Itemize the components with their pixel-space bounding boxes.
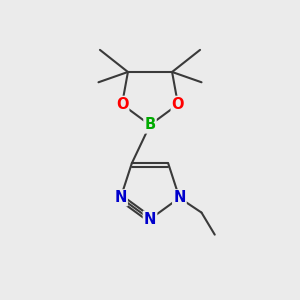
Text: B: B bbox=[144, 118, 156, 133]
Text: N: N bbox=[144, 212, 156, 227]
Text: N: N bbox=[173, 190, 186, 205]
Text: O: O bbox=[172, 97, 184, 112]
Text: N: N bbox=[114, 190, 127, 205]
Text: O: O bbox=[116, 97, 128, 112]
